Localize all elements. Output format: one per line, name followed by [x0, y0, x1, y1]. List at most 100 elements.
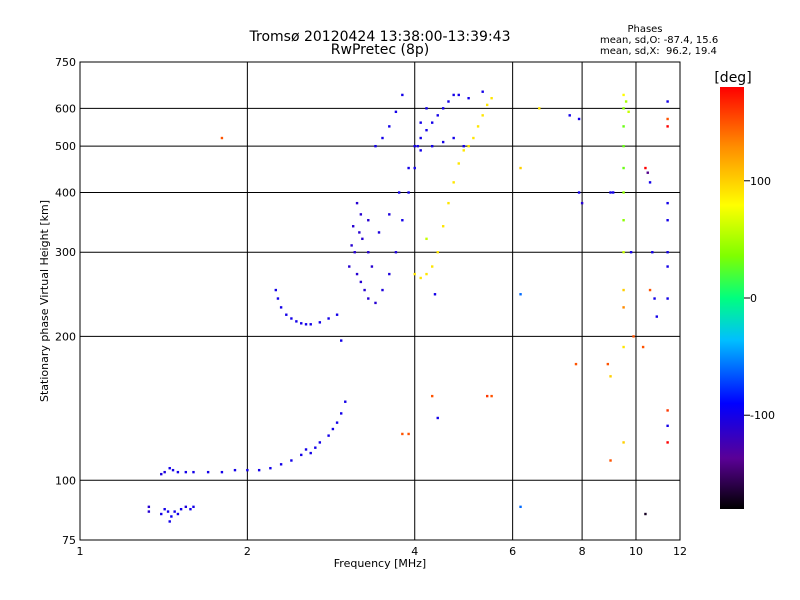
- data-point-145: [622, 191, 625, 194]
- data-point-90: [441, 107, 445, 110]
- data-point-49: [335, 313, 339, 316]
- data-point-73: [367, 219, 370, 222]
- data-point-24: [257, 468, 261, 472]
- data-point-123: [490, 394, 493, 398]
- data-point-57: [359, 280, 363, 284]
- data-point-22: [233, 468, 237, 472]
- data-point-150: [622, 345, 625, 349]
- data-point-37: [344, 400, 347, 403]
- x-tick-label-1: 1: [77, 545, 84, 558]
- data-point-98: [441, 140, 445, 144]
- data-point-130: [574, 362, 578, 366]
- data-point-71: [355, 201, 359, 205]
- data-point-25: [269, 466, 272, 470]
- y-tick-label-300: 300: [55, 246, 76, 259]
- y-tick-label-100: 100: [55, 474, 76, 487]
- data-point-124: [433, 293, 437, 296]
- x-tick-label-6: 6: [509, 545, 516, 558]
- data-point-86: [419, 136, 422, 140]
- data-point-14: [163, 470, 166, 474]
- data-point-12: [168, 520, 171, 523]
- data-point-32: [318, 441, 322, 444]
- data-point-129: [538, 107, 541, 110]
- data-point-163: [648, 288, 652, 292]
- phases-heading: Phases: [627, 24, 662, 35]
- data-point-132: [580, 201, 584, 205]
- data-point-157: [644, 166, 647, 170]
- data-point-148: [622, 288, 625, 292]
- data-point-116: [490, 96, 493, 100]
- data-point-144: [622, 166, 625, 170]
- data-point-40: [279, 306, 283, 309]
- chart-subtitle: RwPretec (8p): [331, 42, 429, 58]
- data-point-153: [627, 110, 630, 114]
- data-point-134: [577, 117, 581, 121]
- data-point-170: [666, 251, 669, 254]
- data-point-175: [666, 424, 669, 428]
- data-point-107: [447, 201, 450, 205]
- data-point-56: [358, 231, 361, 234]
- data-point-128: [519, 505, 522, 509]
- data-point-167: [666, 125, 669, 128]
- data-point-137: [609, 459, 612, 462]
- x-tick-label-4: 4: [411, 545, 418, 558]
- y-tick-label-400: 400: [55, 186, 76, 199]
- data-point-141: [622, 107, 625, 110]
- data-point-89: [436, 114, 439, 117]
- data-point-75: [388, 213, 391, 216]
- chart-title: Tromsø 20120424 13:38:00-13:39:43: [249, 29, 511, 45]
- data-point-101: [413, 272, 416, 276]
- data-point-139: [612, 191, 615, 194]
- data-point-31: [314, 446, 317, 449]
- data-point-52: [350, 244, 353, 247]
- data-point-168: [666, 201, 669, 205]
- data-point-105: [436, 251, 439, 254]
- data-point-9: [184, 505, 188, 509]
- data-point-158: [646, 171, 649, 174]
- data-point-78: [413, 144, 416, 148]
- data-point-4: [166, 510, 170, 513]
- data-point-169: [666, 219, 669, 222]
- phases-x-mode: mean, sd,X: 96.2, 19.4: [600, 46, 717, 57]
- data-point-55: [355, 272, 359, 276]
- data-point-29: [304, 448, 308, 451]
- data-point-146: [622, 219, 625, 222]
- data-point-11: [192, 505, 195, 509]
- data-point-174: [666, 441, 669, 444]
- data-point-7: [176, 512, 180, 516]
- data-point-54: [353, 251, 356, 254]
- data-point-10: [189, 507, 192, 511]
- data-point-118: [220, 136, 224, 140]
- data-point-50: [340, 339, 343, 342]
- data-point-16: [171, 468, 175, 472]
- data-point-156: [641, 345, 645, 349]
- data-point-28: [300, 453, 303, 457]
- data-point-95: [481, 90, 484, 93]
- colorbar: [720, 87, 744, 509]
- data-point-159: [648, 181, 652, 184]
- data-point-2: [160, 512, 163, 516]
- data-point-120: [407, 432, 410, 436]
- data-point-68: [407, 191, 410, 194]
- data-point-117: [425, 237, 428, 241]
- data-point-70: [416, 144, 419, 148]
- y-axis-label: Stationary phase Virtual Height [km]: [38, 200, 51, 402]
- data-point-161: [653, 297, 656, 300]
- x-axis-label: Frequency [MHz]: [334, 557, 426, 570]
- data-point-83: [388, 125, 391, 128]
- data-point-94: [467, 96, 470, 100]
- colorbar-label: [deg]: [714, 70, 751, 86]
- colorbar-tick-label-0: 0: [750, 292, 757, 305]
- data-point-173: [666, 409, 669, 412]
- data-point-162: [655, 315, 658, 318]
- plot-frame: [79, 61, 681, 541]
- data-point-114: [481, 114, 484, 117]
- data-point-103: [425, 272, 428, 276]
- data-point-81: [374, 144, 377, 148]
- data-point-93: [457, 93, 460, 97]
- data-point-76: [397, 191, 401, 194]
- y-tick-label-500: 500: [55, 140, 76, 153]
- data-point-30: [309, 451, 312, 455]
